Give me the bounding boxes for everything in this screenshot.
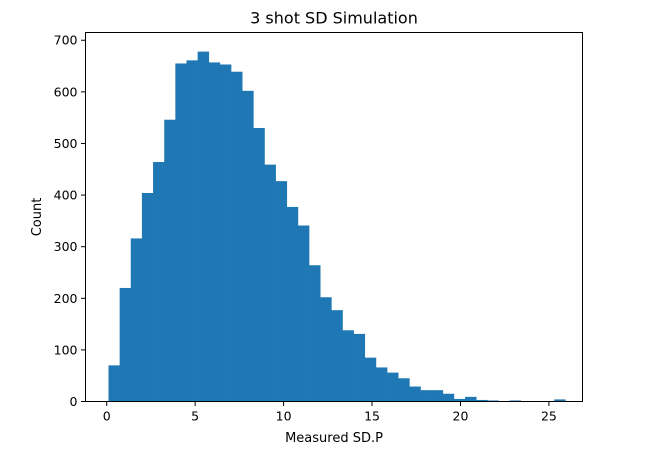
- histogram-bar: [387, 372, 399, 402]
- y-tick-label: 400: [54, 188, 78, 203]
- y-axis-label: Count: [30, 198, 45, 237]
- histogram-bar: [442, 393, 455, 402]
- histogram-bar: [353, 333, 366, 402]
- y-tick-label: 300: [54, 239, 78, 254]
- histogram-bar: [197, 51, 210, 402]
- histogram-bar: [309, 265, 321, 402]
- histogram-bar: [153, 162, 165, 402]
- y-tick-label: 700: [54, 33, 78, 48]
- histogram-bar: [342, 330, 354, 402]
- histogram-bar: [108, 365, 120, 402]
- x-tick-label: 15: [364, 409, 380, 424]
- histogram-bar: [186, 60, 198, 402]
- histogram-bar: [130, 238, 143, 402]
- histogram-bar: [253, 127, 265, 402]
- x-tick-label: 10: [276, 409, 292, 424]
- x-axis-ticks: 0 5 10 15 20 25: [103, 401, 557, 424]
- histogram-bar: [331, 310, 343, 402]
- histogram-bar: [554, 399, 566, 402]
- histogram-bar: [242, 90, 254, 402]
- histogram-bar: [164, 119, 176, 402]
- plot-frame: [85, 32, 583, 402]
- histogram-bars: [108, 51, 566, 402]
- histogram-bar: [465, 396, 477, 402]
- y-tick-label: 600: [54, 84, 78, 99]
- histogram-bar: [453, 398, 466, 402]
- histogram-bar: [431, 390, 444, 402]
- histogram-bar: [275, 181, 288, 402]
- histogram-bar: [264, 164, 276, 402]
- y-tick-label: 200: [54, 291, 78, 306]
- histogram-bar: [398, 378, 410, 402]
- histogram-bar: [420, 390, 432, 402]
- histogram-bar: [364, 357, 377, 402]
- histogram-bar: [297, 225, 310, 402]
- histogram-bar: [509, 400, 522, 402]
- chart-title: 3 shot SD Simulation: [250, 9, 418, 28]
- histogram-bar: [487, 400, 499, 402]
- histogram-bar: [175, 63, 187, 402]
- histogram-bar: [286, 206, 299, 402]
- histogram-bar: [231, 71, 243, 402]
- x-tick-label: 5: [191, 409, 199, 424]
- x-tick-label: 0: [103, 409, 111, 424]
- histogram-bar: [476, 399, 488, 402]
- y-tick-label: 100: [54, 342, 78, 357]
- x-tick-label: 25: [541, 409, 557, 424]
- x-tick-label: 20: [453, 409, 469, 424]
- y-axis-ticks: 0 100 200 300 400 500 600 700: [54, 33, 86, 409]
- histogram-bar: [219, 64, 232, 402]
- histogram-bar: [409, 386, 421, 402]
- histogram-bar: [320, 297, 332, 402]
- y-tick-label: 500: [54, 136, 78, 151]
- x-axis-label: Measured SD.P: [285, 431, 383, 446]
- histogram-bar: [119, 287, 132, 402]
- histogram-bar: [208, 62, 221, 402]
- histogram-bar: [375, 367, 388, 402]
- histogram-bar: [141, 193, 154, 402]
- y-tick-label: 0: [70, 394, 78, 409]
